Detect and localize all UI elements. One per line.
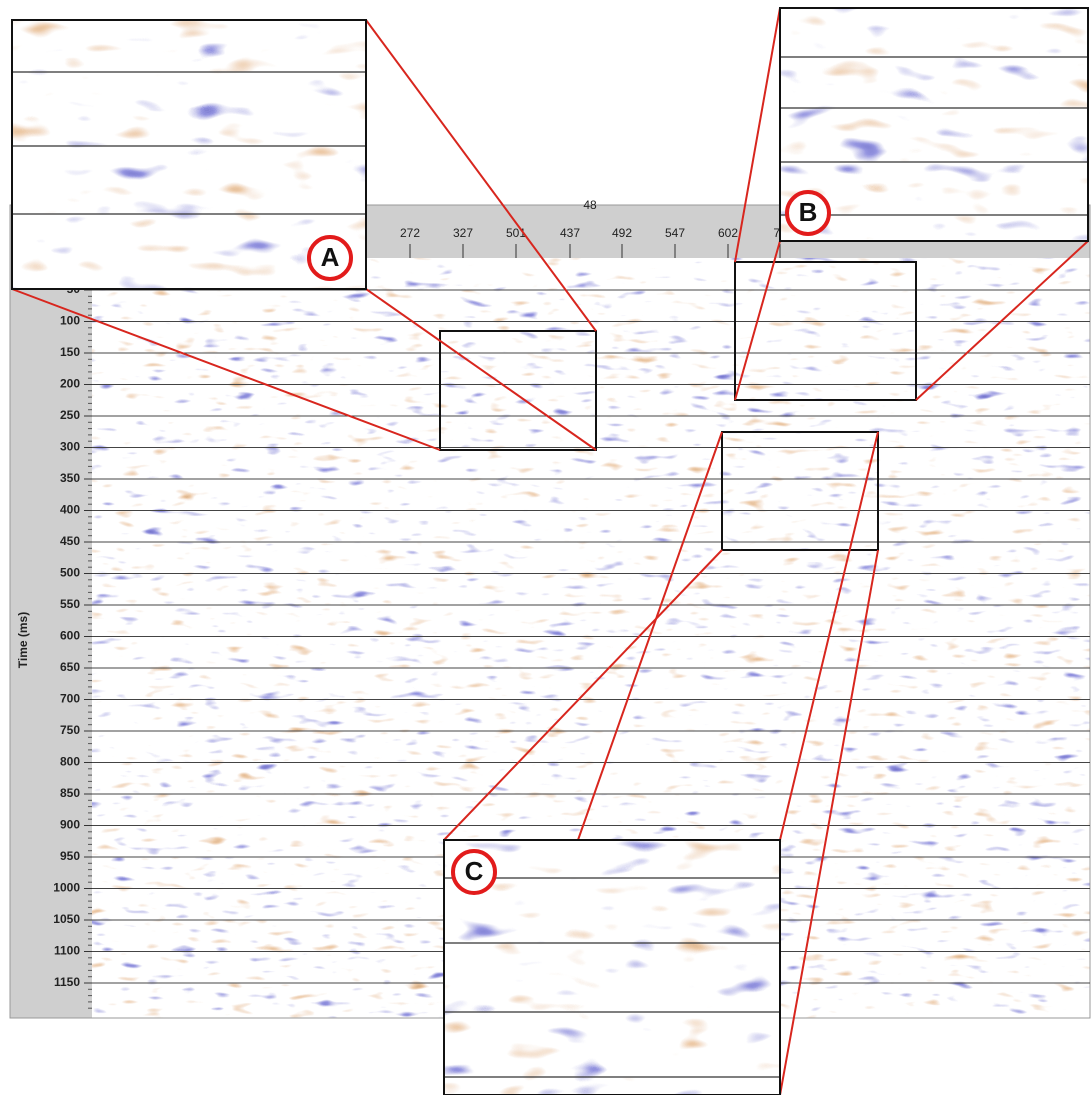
y-tick-label: 800 — [60, 755, 80, 769]
inset-c: C — [444, 840, 780, 1095]
x-header-label: 327 — [453, 226, 473, 240]
y-tick-label: 600 — [60, 629, 80, 643]
x-header-label: 547 — [665, 226, 685, 240]
y-tick-label: 500 — [60, 566, 80, 580]
figure: 48 Time (ms) 501001502002503003504004505… — [0, 0, 1091, 1095]
y-tick-label: 400 — [60, 503, 80, 517]
y-tick-label: 950 — [60, 849, 80, 863]
x-header-label: 492 — [612, 226, 632, 240]
y-tick-label: 100 — [60, 314, 80, 328]
y-tick-label: 1000 — [53, 881, 80, 895]
x-header-label: 272 — [400, 226, 420, 240]
y-tick-label: 550 — [60, 597, 80, 611]
y-tick-label: 900 — [60, 818, 80, 832]
y-tick-label: 350 — [60, 471, 80, 485]
inset-label: A — [321, 242, 340, 272]
top-label: 48 — [583, 198, 597, 212]
y-tick-label: 150 — [60, 345, 80, 359]
y-axis-label: Time (ms) — [16, 612, 30, 668]
y-tick-label: 200 — [60, 377, 80, 391]
y-tick-label: 1150 — [54, 975, 80, 989]
inset-a: A — [12, 20, 366, 289]
y-tick-label: 1050 — [53, 912, 80, 926]
y-tick-label: 300 — [60, 440, 80, 454]
y-tick-label: 850 — [60, 786, 80, 800]
x-header-label: 437 — [560, 226, 580, 240]
y-tick-label: 650 — [60, 660, 80, 674]
inset-b: B — [780, 8, 1088, 241]
y-tick-label: 450 — [60, 534, 80, 548]
y-tick-label: 750 — [60, 723, 80, 737]
inset-label: B — [799, 197, 818, 227]
inset-label: C — [465, 856, 484, 886]
x-header-label: 602 — [718, 226, 738, 240]
y-tick-label: 1100 — [54, 944, 80, 958]
y-tick-label: 700 — [60, 692, 80, 706]
y-tick-label: 250 — [60, 408, 80, 422]
